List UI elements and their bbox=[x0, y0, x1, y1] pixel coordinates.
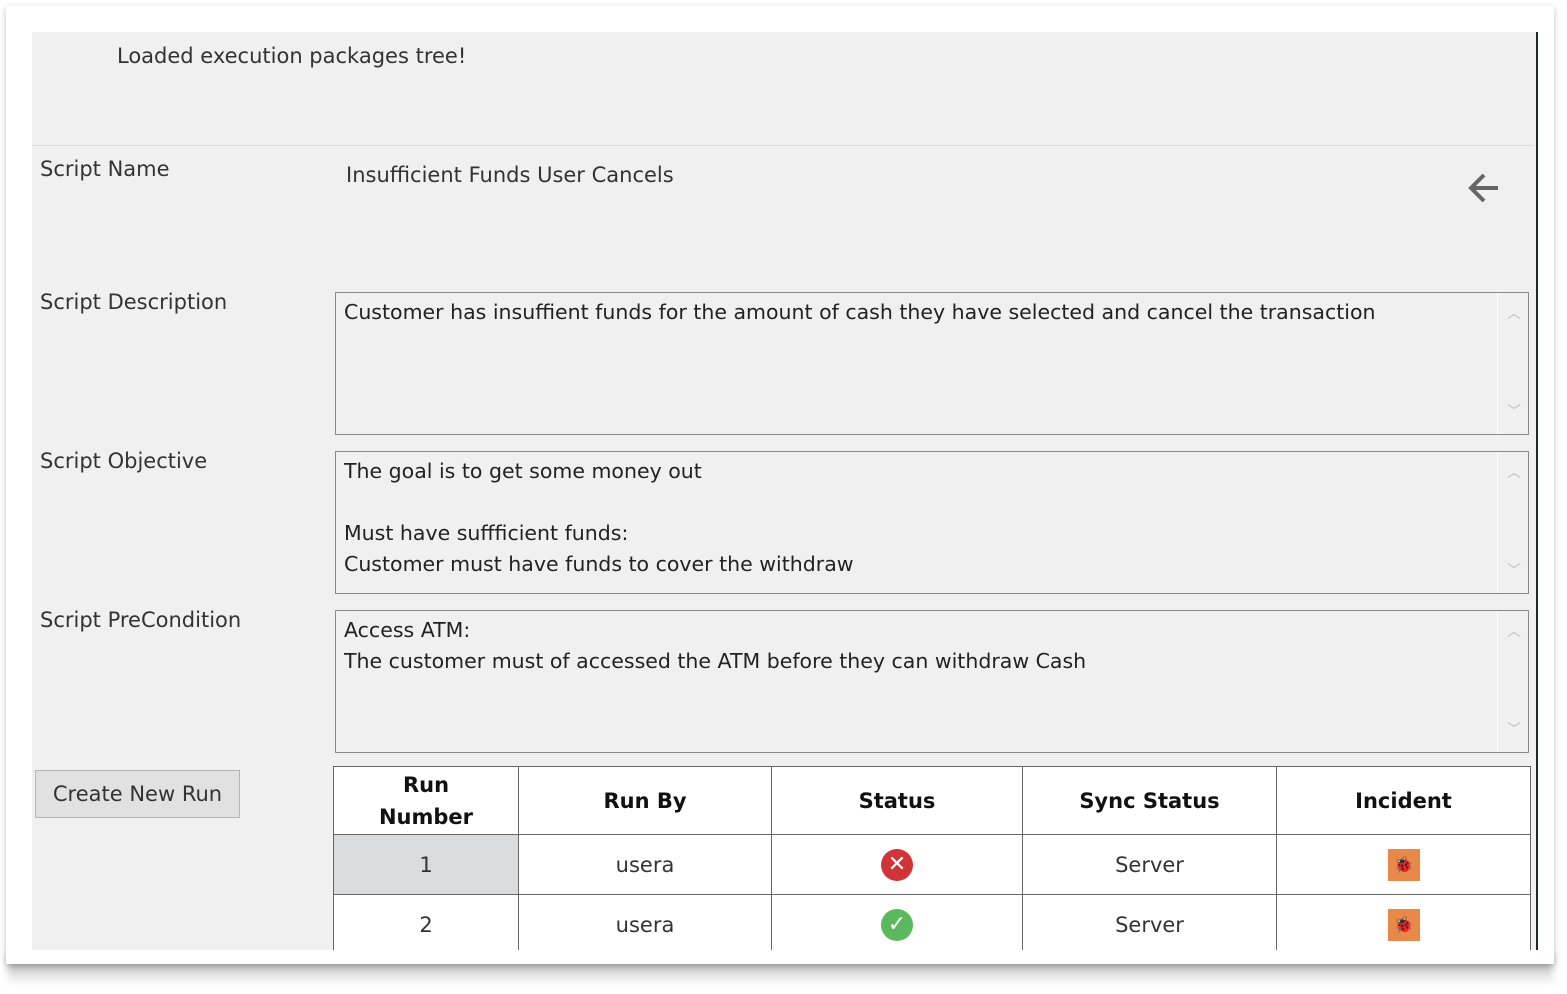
incident-cell: 🐞 bbox=[1276, 894, 1531, 950]
table-row[interactable]: 2 usera ✓ Server 🐞 bbox=[333, 894, 1531, 950]
scroll-down-icon[interactable]: ﹀ bbox=[1507, 722, 1521, 738]
status-cell: ✕ bbox=[771, 834, 1023, 895]
scrollbar[interactable]: ︿ ﹀ bbox=[1497, 293, 1528, 434]
header-run-by[interactable]: Run By bbox=[518, 766, 772, 835]
scroll-down-icon[interactable]: ﹀ bbox=[1507, 563, 1521, 579]
status-message: Loaded execution packages tree! bbox=[117, 44, 467, 68]
table-header: Run Number Run By Status Sync Status Inc… bbox=[333, 766, 1531, 835]
script-description-label: Script Description bbox=[40, 290, 228, 314]
objective-text: The goal is to get some money out Must h… bbox=[344, 459, 854, 576]
scroll-down-icon[interactable]: ﹀ bbox=[1507, 404, 1521, 420]
description-text: Customer has insuffient funds for the am… bbox=[344, 300, 1376, 324]
script-objective-label: Script Objective bbox=[40, 449, 208, 473]
passed-icon: ✓ bbox=[881, 908, 913, 941]
script-precondition-textarea[interactable]: Access ATM: The customer must of accesse… bbox=[335, 610, 1529, 753]
incident-cell: 🐞 bbox=[1276, 834, 1531, 895]
script-description-textarea[interactable]: Customer has insuffient funds for the am… bbox=[335, 292, 1529, 435]
header-run-number[interactable]: Run Number bbox=[333, 766, 519, 835]
run-by-cell: usera bbox=[518, 894, 772, 950]
bug-icon[interactable]: 🐞 bbox=[1387, 848, 1420, 881]
divider bbox=[32, 145, 1534, 146]
header-incident[interactable]: Incident bbox=[1276, 766, 1531, 835]
run-by-cell: usera bbox=[518, 834, 772, 895]
table-row[interactable]: 1 usera ✕ Server 🐞 bbox=[333, 834, 1531, 895]
script-name-value: Insufficient Funds User Cancels bbox=[346, 163, 674, 187]
app-panel: Loaded execution packages tree! Script N… bbox=[32, 32, 1538, 950]
create-new-run-button[interactable]: Create New Run bbox=[35, 770, 240, 818]
scroll-up-icon[interactable]: ︿ bbox=[1507, 465, 1521, 481]
failed-icon: ✕ bbox=[881, 848, 913, 881]
scroll-up-icon[interactable]: ︿ bbox=[1507, 624, 1521, 640]
sync-status-cell: Server bbox=[1022, 894, 1277, 950]
scrollbar[interactable]: ︿ ﹀ bbox=[1497, 452, 1528, 593]
script-precondition-label: Script PreCondition bbox=[40, 608, 242, 632]
run-number-cell[interactable]: 1 bbox=[333, 834, 519, 895]
run-number-cell[interactable]: 2 bbox=[333, 894, 519, 950]
scrollbar[interactable]: ︿ ﹀ bbox=[1497, 611, 1528, 752]
header-status[interactable]: Status bbox=[771, 766, 1023, 835]
sync-status-cell: Server bbox=[1022, 834, 1277, 895]
script-objective-textarea[interactable]: The goal is to get some money out Must h… bbox=[335, 451, 1529, 594]
script-name-label: Script Name bbox=[40, 157, 170, 181]
status-cell: ✓ bbox=[771, 894, 1023, 950]
window: Loaded execution packages tree! Script N… bbox=[6, 6, 1554, 964]
precondition-text: Access ATM: The customer must of accesse… bbox=[344, 618, 1087, 673]
scroll-up-icon[interactable]: ︿ bbox=[1507, 306, 1521, 322]
runs-table: Run Number Run By Status Sync Status Inc… bbox=[333, 766, 1531, 950]
bug-icon[interactable]: 🐞 bbox=[1387, 908, 1420, 941]
back-arrow-icon[interactable] bbox=[1464, 170, 1504, 206]
header-sync-status[interactable]: Sync Status bbox=[1022, 766, 1277, 835]
